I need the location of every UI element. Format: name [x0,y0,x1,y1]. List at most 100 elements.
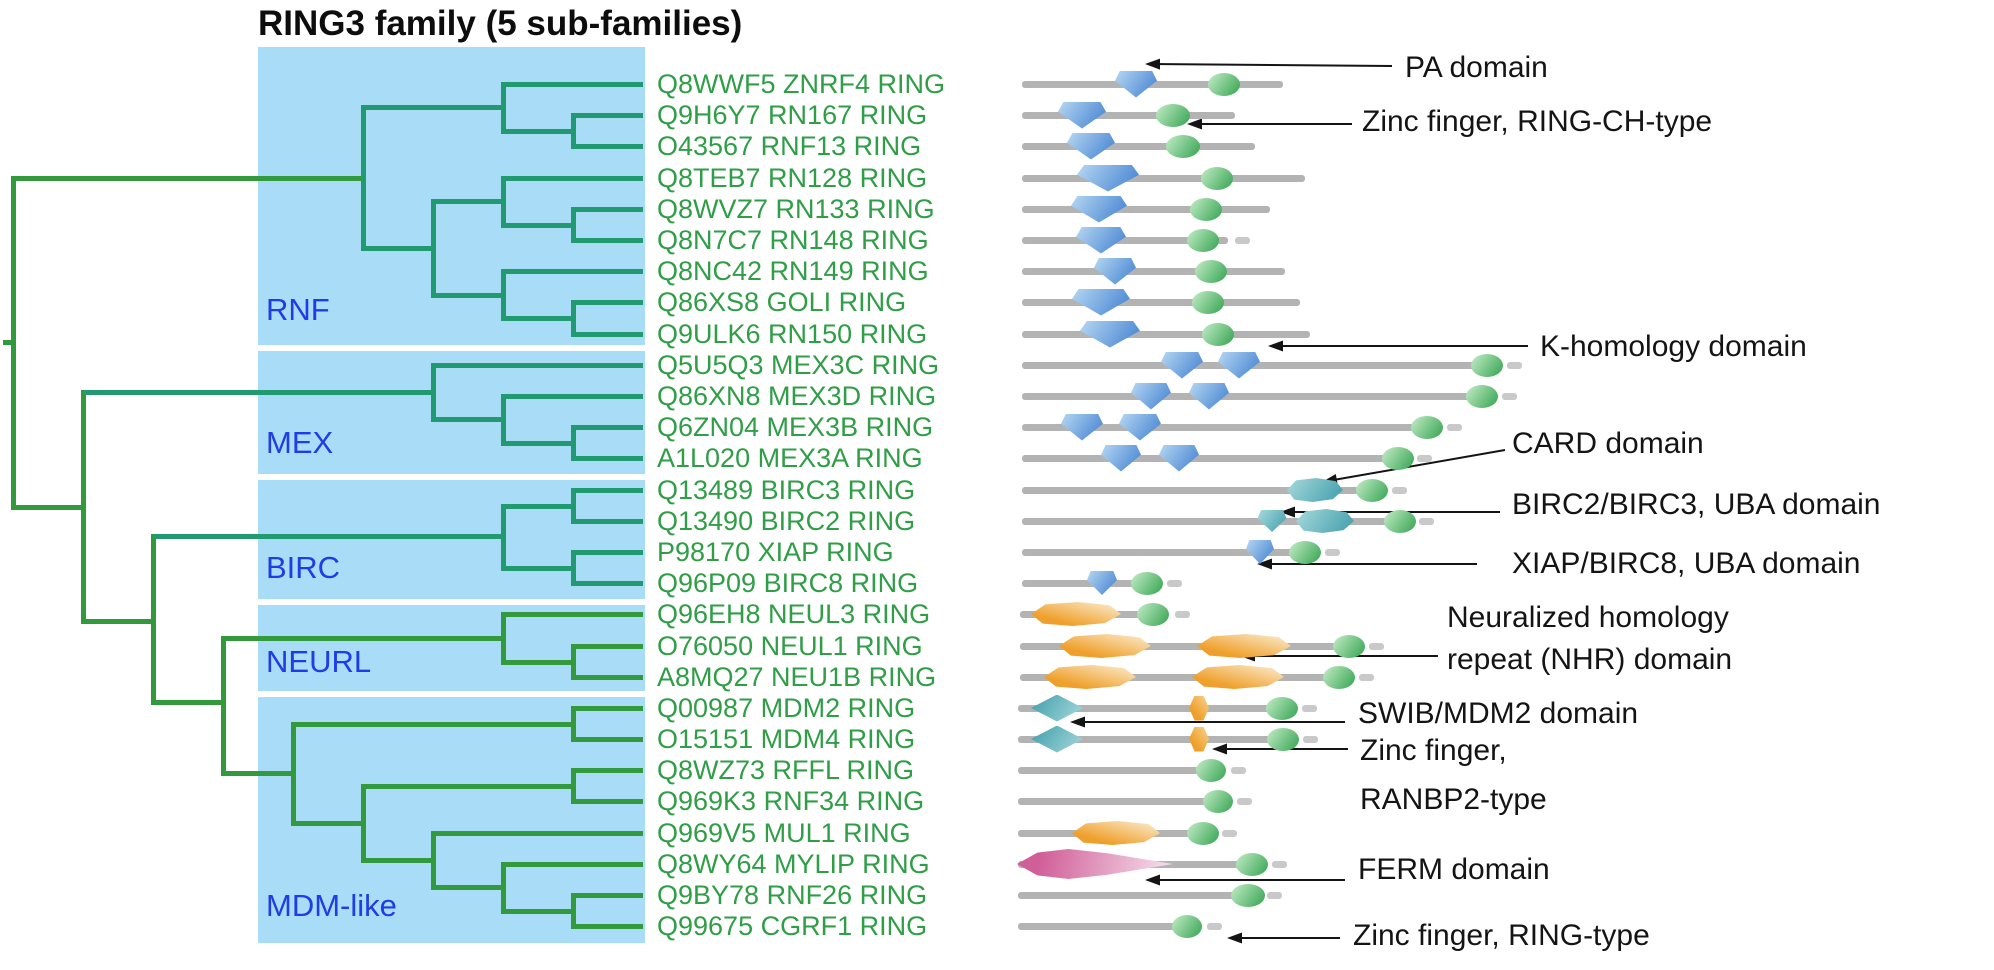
annotation-text-zf-ranbp2: Zinc finger, [1360,734,1507,767]
tree-segment [573,331,643,337]
protein-label: Q96P09 BIRC8 RING [657,568,919,598]
protein-backbone-line [1022,205,1270,213]
tree-segment [220,635,226,776]
protein-backbone-stub [1267,891,1282,899]
tree-segment [500,268,506,321]
annotation-arrowhead-zf-ring-ch [1187,118,1202,130]
annotation-arrowhead-zf-ring-type [1227,932,1242,944]
tree-segment [363,783,573,789]
protein-label: O43567 RNF13 RING [657,131,922,161]
annotation-text-birc-uba: BIRC2/BIRC3, UBA domain [1512,488,1881,521]
annotation-text-nhr-domain: repeat (NHR) domain [1447,643,1733,676]
tree-segment [570,112,576,149]
subfamily-box-mex [258,351,645,474]
protein-label: Q86XN8 MEX3D RING [657,381,937,411]
protein-label: Q8WZ73 RFFL RING [657,755,915,785]
ring-domain-shape [1187,821,1219,845]
tree-segment [503,908,573,914]
zinc-finger-ranbp2-shape [1189,695,1209,721]
ring-domain-shape [1384,509,1416,533]
subfamily-label-birc: BIRC [266,550,341,585]
tree-segment [573,206,643,212]
ring-domain-shape [1411,415,1443,439]
tree-segment [290,721,296,826]
protein-backbone-stub [1167,579,1182,587]
uba-domain-shape [1246,540,1274,564]
protein-label: O76050 NEUL1 RING [657,631,923,661]
protein-label: Q9BY78 RNF26 RING [657,880,928,910]
annotation-text-pa-domain: PA domain [1405,51,1548,84]
annotation-arrowhead-ferm-domain [1145,874,1160,886]
tree-segment [430,830,436,890]
tree-segment [503,565,573,571]
tree-segment [503,175,643,181]
pa-domain-shape [1076,226,1126,254]
tree-segment [153,533,503,539]
tree-segment [293,820,363,826]
nhr-domain-shape [1059,634,1151,658]
tree-segment [503,268,643,274]
annotation-text-zf-ranbp2: RANBP2-type [1360,783,1547,816]
tree-segment [573,237,643,243]
annotation-arrowhead-k-homology [1268,340,1283,352]
protein-backbone-line [1022,111,1235,119]
protein-label: Q13490 BIRC2 RING [657,506,916,536]
tree-segment [503,315,573,321]
protein-backbone-line [1022,454,1410,462]
tree-segment [573,736,643,742]
swib-domain-shape [1031,694,1083,722]
protein-backbone-line [1018,766,1224,774]
tree-segment [573,112,643,118]
ferm-domain-shape [1017,849,1173,879]
nhr-domain-shape [1197,634,1291,658]
ring-domain-shape [1231,883,1265,907]
protein-label: Q8WWF5 ZNRF4 RING [657,69,945,99]
protein-backbone-stub [1175,610,1190,618]
kh-domain-shape [1119,413,1161,441]
protein-backbone-line [1022,486,1385,494]
zinc-finger-ranbp2-shape [1189,726,1209,752]
tree-segment [573,424,643,430]
pa-domain-shape [1080,320,1140,348]
protein-backbone-stub [1417,454,1432,462]
nhr-domain-shape [1044,665,1136,689]
protein-label: Q96EH8 NEUL3 RING [657,599,931,629]
subfamily-label-mex: MEX [266,425,334,460]
tree-segment [500,81,506,134]
tree-segment [573,643,643,649]
protein-backbone-line [1018,735,1296,743]
tree-segment [83,389,433,395]
pa-domain-shape [1071,195,1127,223]
tree-segment [570,892,576,929]
tree-segment [363,857,433,863]
annotation-arrow-line-pa-domain [1149,63,1393,67]
protein-backbone-stub [1302,704,1317,712]
protein-label: Q8TEB7 RN128 RING [657,163,928,193]
tree-segment [293,721,573,727]
kh-domain-shape [1101,444,1141,472]
protein-backbone-stub [1231,766,1246,774]
kh-domain-shape [1159,444,1199,472]
ring-domain-shape [1196,758,1226,782]
tree-segment [80,389,86,624]
protein-label: Q00987 MDM2 RING [657,693,916,723]
tree-segment [223,635,503,641]
tree-segment [503,128,573,134]
tree-segment [573,923,643,929]
kh-domain-shape [1061,413,1103,441]
tree-segment [573,580,643,586]
ring-domain-shape [1166,134,1200,158]
tree-segment [573,549,643,555]
tree-segment [363,245,433,251]
tree-segment [503,611,643,617]
tree-segment [570,299,576,337]
tree-segment [503,81,643,87]
tree-segment [573,518,643,524]
figure-title: RING3 family (5 sub-families) [258,4,743,43]
annotation-arrowhead-pa-domain [1145,58,1160,70]
tree-segment [3,339,13,345]
tree-segment [570,549,576,586]
tree-segment [433,292,503,298]
tree-segment [570,487,576,524]
protein-label: Q8WY64 MYLIP RING [657,849,930,879]
